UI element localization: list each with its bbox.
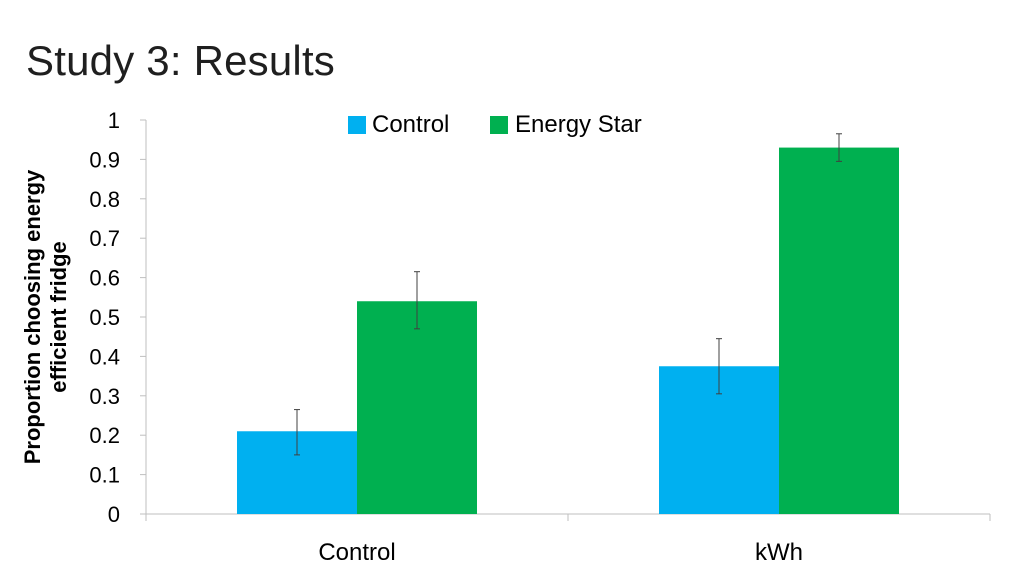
y-axis-title-line: efficient fridge [46, 241, 71, 393]
x-category-label: kWh [755, 539, 803, 566]
legend-swatch-energy-star [490, 116, 508, 134]
x-category-label: Control [318, 539, 395, 566]
y-tick-label: 0.9 [89, 147, 120, 172]
bar-kwh-energy-star [779, 147, 899, 514]
y-tick-label: 0.8 [89, 187, 120, 212]
error-bars [294, 133, 842, 456]
y-axis-title-text: Proportion choosing energyefficient frid… [20, 169, 71, 464]
y-axis-title: Proportion choosing energyefficient frid… [20, 169, 71, 464]
slide-title: Study 3: Results [26, 37, 336, 84]
legend-swatch-control [348, 116, 366, 134]
chart-legend: Control Energy Star [348, 111, 642, 138]
bar-control-energy-star [357, 301, 477, 514]
y-tick-label: 0.6 [89, 266, 120, 291]
y-axis-ticks: 0 0.1 0.2 0.3 0.4 0.5 0.6 0.7 0.8 0.9 1 [89, 108, 146, 527]
y-axis-title-line: Proportion choosing energy [20, 169, 45, 464]
y-tick-label: 1 [108, 108, 120, 133]
y-tick-label: 0.2 [89, 423, 120, 448]
y-tick-label: 0.7 [89, 226, 120, 251]
chart-bars [237, 147, 899, 514]
y-tick-label: 0.1 [89, 463, 120, 488]
y-tick-label: 0.3 [89, 384, 120, 409]
y-tick-label: 0 [108, 502, 120, 527]
y-tick-label: 0.4 [89, 344, 120, 369]
y-tick-label: 0.5 [89, 305, 120, 330]
legend-label-control: Control [372, 111, 449, 138]
x-axis-labels: Control kWh [318, 539, 803, 566]
legend-label-energy-star: Energy Star [515, 111, 642, 138]
